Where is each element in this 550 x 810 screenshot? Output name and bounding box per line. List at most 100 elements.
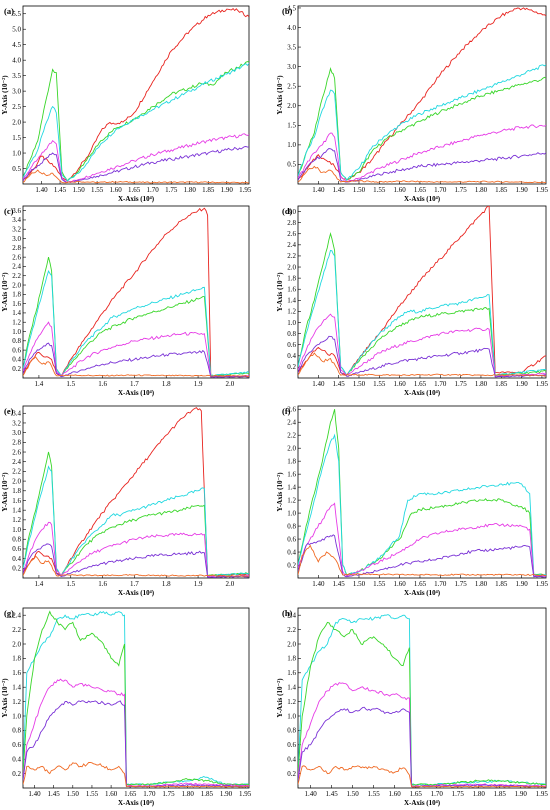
x-tick-label: 1.90 xyxy=(220,790,233,798)
y-axis-label: Y-Axis (10⁻²) xyxy=(276,472,284,512)
series-line-orange xyxy=(23,169,249,184)
y-tick-label: 1.2 xyxy=(287,308,296,316)
x-tick-label: 1.90 xyxy=(515,186,528,194)
y-tick-label: 4.5 xyxy=(12,41,21,49)
series-line-red xyxy=(23,7,249,182)
panel-label: (d) xyxy=(282,206,293,216)
x-tick-label: 1.65 xyxy=(414,580,427,588)
y-tick-label: 0.2 xyxy=(12,770,21,778)
x-tick-label: 1.95 xyxy=(239,790,252,798)
y-tick-label: 0.4 xyxy=(12,356,21,364)
series-line-magenta xyxy=(23,321,249,378)
y-tick-label: 0.2 xyxy=(287,561,296,569)
x-tick-label: 1.90 xyxy=(515,580,528,588)
y-tick-label: 0.2 xyxy=(287,363,296,371)
x-tick-label: 1.80 xyxy=(473,790,486,798)
series-line-orange xyxy=(298,352,546,377)
panel-label: (g) xyxy=(4,608,14,618)
plot-frame xyxy=(22,205,250,379)
x-axis-label: X-Axis (10⁴) xyxy=(118,389,155,397)
y-tick-label: 0.6 xyxy=(287,535,296,543)
y-tick-label: 0.6 xyxy=(12,346,21,354)
series-line-green xyxy=(298,621,546,786)
y-tick-label: 2.0 xyxy=(287,102,296,110)
y-tick-label: 1.4 xyxy=(12,506,21,514)
series-line-purple xyxy=(23,543,249,578)
y-tick-label: 1.6 xyxy=(287,286,296,294)
series-line-cyan xyxy=(23,63,249,182)
y-tick-label: 1.2 xyxy=(12,319,21,327)
y-tick-label: 1.8 xyxy=(12,655,21,663)
y-tick-label: 2.0 xyxy=(12,477,21,485)
y-tick-label: 1.4 xyxy=(12,684,21,692)
x-tick-label: 1.7 xyxy=(130,580,139,588)
y-tick-label: 2.0 xyxy=(12,118,21,126)
y-tick-label: 3.5 xyxy=(287,43,296,51)
series-line-green xyxy=(298,66,546,181)
series-line-orange xyxy=(23,555,249,577)
y-tick-label: 1.6 xyxy=(287,470,296,478)
series-line-magenta xyxy=(298,682,546,787)
x-tick-label: 1.60 xyxy=(109,186,122,194)
y-tick-label: 2.2 xyxy=(12,272,21,280)
series-line-purple xyxy=(298,706,546,788)
y-tick-label: 0.4 xyxy=(287,548,296,556)
y-tick-label: 3.2 xyxy=(12,419,21,427)
y-tick-label: 0.6 xyxy=(12,741,21,749)
x-tick-label: 1.55 xyxy=(368,790,381,798)
y-tick-label: 1.6 xyxy=(287,669,296,677)
panel-h: (h) 1.40 1.45 1.50 1.55 1.60 1.65 1.70 1.75 1.80 1… xyxy=(276,607,549,807)
x-tick-label: 1.55 xyxy=(86,790,99,798)
x-tick-label: 1.50 xyxy=(353,380,366,388)
x-tick-label: 1.85 xyxy=(495,580,508,588)
y-tick-label: 0.8 xyxy=(287,330,296,338)
y-tick-label: 2.8 xyxy=(287,219,296,227)
x-tick-label: 1.95 xyxy=(239,186,252,194)
y-tick-label: 1.2 xyxy=(287,496,296,504)
panel-label: (c) xyxy=(4,206,14,216)
series-line-magenta xyxy=(298,124,546,183)
series-line-magenta xyxy=(23,678,249,787)
x-tick-label: 1.55 xyxy=(373,580,386,588)
panel-label: (a) xyxy=(4,6,14,16)
x-tick-label: 1.4 xyxy=(35,380,44,388)
series-line-green xyxy=(23,610,249,786)
x-tick-label: 1.9 xyxy=(194,580,203,588)
x-tick-label: 1.45 xyxy=(326,790,339,798)
x-tick-label: 1.60 xyxy=(394,580,407,588)
y-tick-label: 2.4 xyxy=(287,612,296,620)
x-tick-label: 2.0 xyxy=(226,580,235,588)
x-tick-label: 1.60 xyxy=(394,380,407,388)
y-tick-label: 3.4 xyxy=(12,410,21,418)
y-tick-label: 0.6 xyxy=(287,741,296,749)
y-tick-label: 2.4 xyxy=(287,241,296,249)
y-tick-label: 1.4 xyxy=(287,684,296,692)
y-axis-label: Y-Axis (10⁻²) xyxy=(1,678,9,718)
panel-b: (b) 1.40 1.45 1.50 1.55 1.60 1.65 1.70 1.75 1.80 1… xyxy=(276,4,549,203)
y-tick-label: 2.2 xyxy=(12,626,21,634)
y-tick-label: 1.0 xyxy=(287,712,296,720)
x-tick-label: 1.85 xyxy=(494,790,507,798)
plot-frame xyxy=(297,607,547,789)
x-tick-label: 1.80 xyxy=(182,790,195,798)
y-tick-label: 2.2 xyxy=(287,626,296,634)
x-tick-label: 1.65 xyxy=(414,380,427,388)
x-tick-label: 1.6 xyxy=(98,580,107,588)
y-tick-label: 0.8 xyxy=(12,337,21,345)
x-tick-label: 1.85 xyxy=(495,380,508,388)
x-tick-label: 1.95 xyxy=(536,186,549,194)
x-tick-label: 1.70 xyxy=(434,186,447,194)
y-tick-label: 2.2 xyxy=(287,432,296,440)
x-tick-label: 1.95 xyxy=(536,790,549,798)
y-tick-label: 4.0 xyxy=(12,56,21,64)
y-tick-label: 1.0 xyxy=(12,328,21,336)
y-tick-label: 1.4 xyxy=(287,483,296,491)
x-tick-label: 1.45 xyxy=(48,790,61,798)
y-tick-label: 0.2 xyxy=(12,365,21,373)
series-line-purple xyxy=(23,146,249,183)
x-tick-label: 1.55 xyxy=(91,186,104,194)
panel-c: (c)1.4 1.5 1.6 1.7 1.8 1.9 2.00.20.40.60.81.01… xyxy=(1,205,250,397)
y-tick-label: 0.8 xyxy=(287,727,296,735)
x-tick-label: 1.8 xyxy=(162,580,171,588)
y-tick-label: 3.0 xyxy=(12,235,21,243)
